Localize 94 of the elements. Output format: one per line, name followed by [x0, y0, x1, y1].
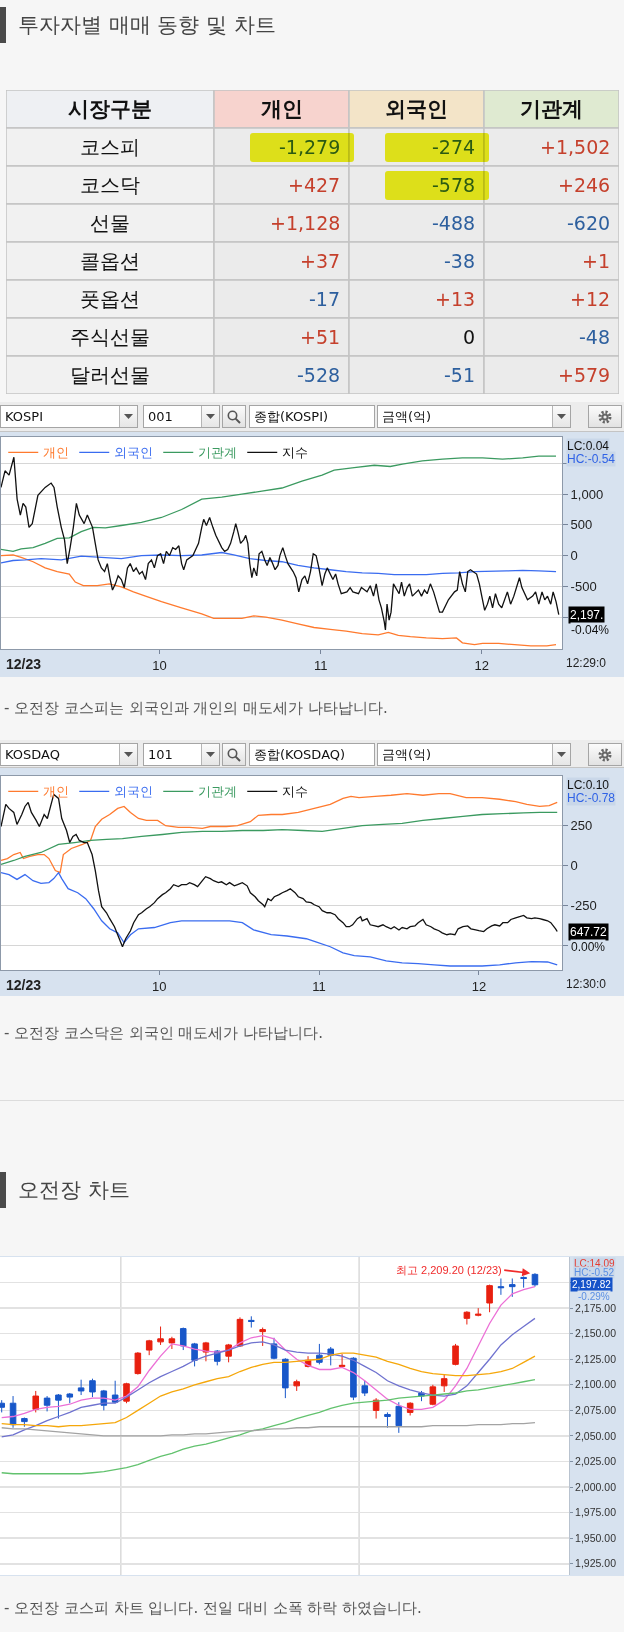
- legend-label: 지수: [282, 784, 309, 800]
- y-tick-label: 2,175.00: [575, 1301, 617, 1314]
- y-tick-label: 달러선물: [70, 363, 150, 387]
- text: HC:-0.78: [567, 791, 616, 805]
- text: 12/23: [6, 656, 42, 672]
- x-tick-label: 10: [152, 978, 167, 994]
- data-label: +1,128: [270, 212, 341, 234]
- text: 12/23: [6, 977, 42, 993]
- text: LC:0.10: [567, 778, 610, 792]
- y-tick-label: 코스피: [80, 135, 140, 159]
- y-tick-label: 250: [570, 818, 593, 834]
- text: 12:29:0: [566, 656, 607, 670]
- data-label: +1,502: [540, 136, 611, 158]
- y-tick-label: 주식선물: [70, 325, 150, 349]
- data-label: -38: [444, 250, 476, 272]
- dropdown: 금액(억): [377, 743, 571, 766]
- data-label: +1: [582, 250, 611, 272]
- y-tick-label: 코스닥: [80, 173, 140, 197]
- x-tick-label: 기관계: [520, 97, 583, 121]
- dropdown: 금액(억): [377, 405, 571, 428]
- data-label: -17: [309, 288, 341, 310]
- data-label: -1,279: [279, 136, 341, 158]
- legend-label: 지수: [282, 445, 309, 461]
- y-tick-label: 선물: [90, 211, 130, 235]
- y-tick-label: 2,000.00: [575, 1480, 617, 1493]
- text: -0.29%: [578, 1291, 610, 1302]
- legend-label: 개인: [43, 784, 70, 800]
- y-tick-label: 2,025.00: [575, 1455, 617, 1468]
- y-tick-label: 0: [570, 858, 578, 874]
- legend-label: 개인: [43, 445, 70, 461]
- data-label: +12: [570, 288, 611, 310]
- y-tick-label: 2,125.00: [575, 1352, 617, 1365]
- data-label: +51: [300, 326, 341, 348]
- dropdown: KOSDAQ: [0, 743, 138, 766]
- dropdown: 101: [143, 743, 220, 766]
- data-label: -274: [432, 136, 476, 158]
- chart-title: 오전장 차트: [18, 1177, 130, 1204]
- y-tick-label: -250: [570, 898, 597, 914]
- y-tick-label: 500: [570, 517, 593, 533]
- legend-label: 기관계: [198, 784, 238, 800]
- legend-label: 외국인: [114, 784, 154, 800]
- data-label: +13: [435, 288, 476, 310]
- x-tick-label: 10: [152, 657, 167, 673]
- text: -0.04%: [571, 623, 610, 637]
- text: - 오전장 코스닥은 외국인 매도세가 나타납니다.: [4, 1023, 324, 1044]
- text: HC:-0.52: [574, 1267, 615, 1278]
- y-tick-label: 2,100.00: [575, 1378, 617, 1391]
- y-tick-label: 2,075.00: [575, 1404, 617, 1417]
- y-tick-label: 2,050.00: [575, 1429, 617, 1442]
- y-tick-label: 풋옵션: [80, 287, 140, 311]
- text: LC:0.04: [567, 439, 610, 453]
- data-label: -578: [432, 174, 476, 196]
- data-label: -488: [432, 212, 476, 234]
- y-tick-label: 2,150.00: [575, 1327, 617, 1340]
- x-tick-label: 12: [474, 657, 489, 673]
- y-tick-label: 1,975.00: [575, 1506, 617, 1519]
- data-label: -528: [297, 364, 341, 386]
- legend-label: 기관계: [198, 445, 238, 461]
- y-tick-label: 1,000: [570, 486, 604, 502]
- chart-title: 투자자별 매매 동향 및 차트: [18, 12, 276, 39]
- text: 2,197.82: [572, 1279, 612, 1290]
- text: 0.00%: [571, 940, 606, 954]
- x-tick-label: 개인: [261, 97, 303, 121]
- x-tick-label: 11: [312, 978, 326, 994]
- data-label: -620: [567, 212, 611, 234]
- dropdown: KOSPI: [0, 405, 138, 428]
- text: LC:14.09: [574, 1258, 616, 1269]
- dropdown: 001: [143, 405, 220, 428]
- y-axis-title: 시장구분: [68, 97, 152, 121]
- x-tick-label: 11: [313, 657, 328, 673]
- x-tick-label: 12: [471, 978, 487, 994]
- text: 647.72: [570, 925, 608, 939]
- y-tick-label: -500: [570, 578, 597, 594]
- text-field: 종합(KOSDAQ): [249, 743, 375, 766]
- data-label: -51: [444, 364, 476, 386]
- y-tick-label: 콜옵션: [80, 249, 140, 273]
- y-tick-label: 1,925.00: [575, 1557, 617, 1570]
- y-tick-label: 1,950.00: [575, 1531, 617, 1544]
- data-label: +427: [288, 174, 341, 196]
- data-label: +246: [558, 174, 611, 196]
- text: - 오전장 코스피 차트 입니다. 전일 대비 소폭 하락 하였습니다.: [4, 1598, 422, 1619]
- text: 12:30:0: [566, 977, 607, 991]
- data-label: -48: [579, 326, 611, 348]
- data-label: +579: [558, 364, 611, 386]
- legend-label: 외국인: [114, 445, 154, 461]
- annotation: 최고 2,209.20 (12/23): [396, 1264, 502, 1276]
- data-label: +37: [300, 250, 341, 272]
- text: 2,197.: [570, 608, 604, 622]
- y-tick-label: 0: [570, 548, 578, 564]
- text-field: 종합(KOSPI): [249, 405, 375, 428]
- text: HC:-0.54: [567, 452, 616, 466]
- text: - 오전장 코스피는 외국인과 개인의 매도세가 나타납니다.: [4, 698, 388, 719]
- data-label: 0: [463, 326, 476, 348]
- x-tick-label: 외국인: [385, 97, 448, 121]
